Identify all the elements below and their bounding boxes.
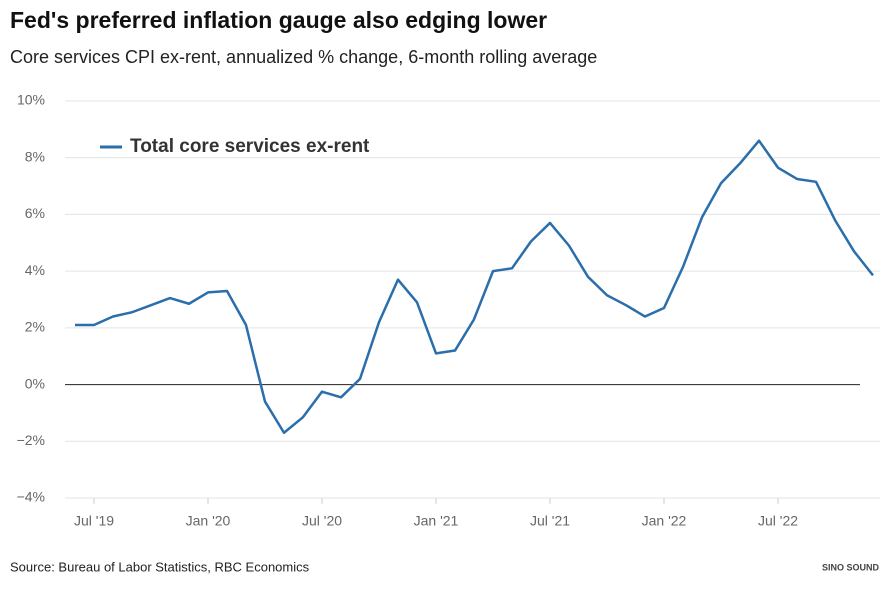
y-tick-label: 10% [17, 92, 45, 108]
x-tick-label: Jul '22 [758, 513, 798, 529]
x-tick-label: Jan '22 [642, 513, 687, 529]
y-tick-label: 0% [25, 375, 45, 391]
legend-label: Total core services ex-rent [130, 136, 370, 157]
y-tick-label: −2% [17, 432, 45, 448]
y-tick-label: 4% [25, 262, 45, 278]
y-tick-label: 2% [25, 319, 45, 335]
x-tick-label: Jan '20 [186, 513, 231, 529]
x-tick-label: Jul '19 [74, 513, 114, 529]
y-tick-label: 8% [25, 148, 45, 164]
watermark: SINO SOUND [822, 562, 880, 572]
source-note: Source: Bureau of Labor Statistics, RBC … [10, 559, 310, 574]
y-tick-label: −4% [17, 489, 45, 505]
x-tick-label: Jul '20 [302, 513, 342, 529]
x-tick-label: Jan '21 [414, 513, 459, 529]
chart-title: Fed's preferred inflation gauge also edg… [10, 7, 547, 33]
data-line [75, 139, 874, 435]
chart-subtitle: Core services CPI ex-rent, annualized % … [10, 47, 597, 67]
x-tick-label: Jul '21 [530, 513, 570, 529]
y-tick-label: 6% [25, 205, 45, 221]
